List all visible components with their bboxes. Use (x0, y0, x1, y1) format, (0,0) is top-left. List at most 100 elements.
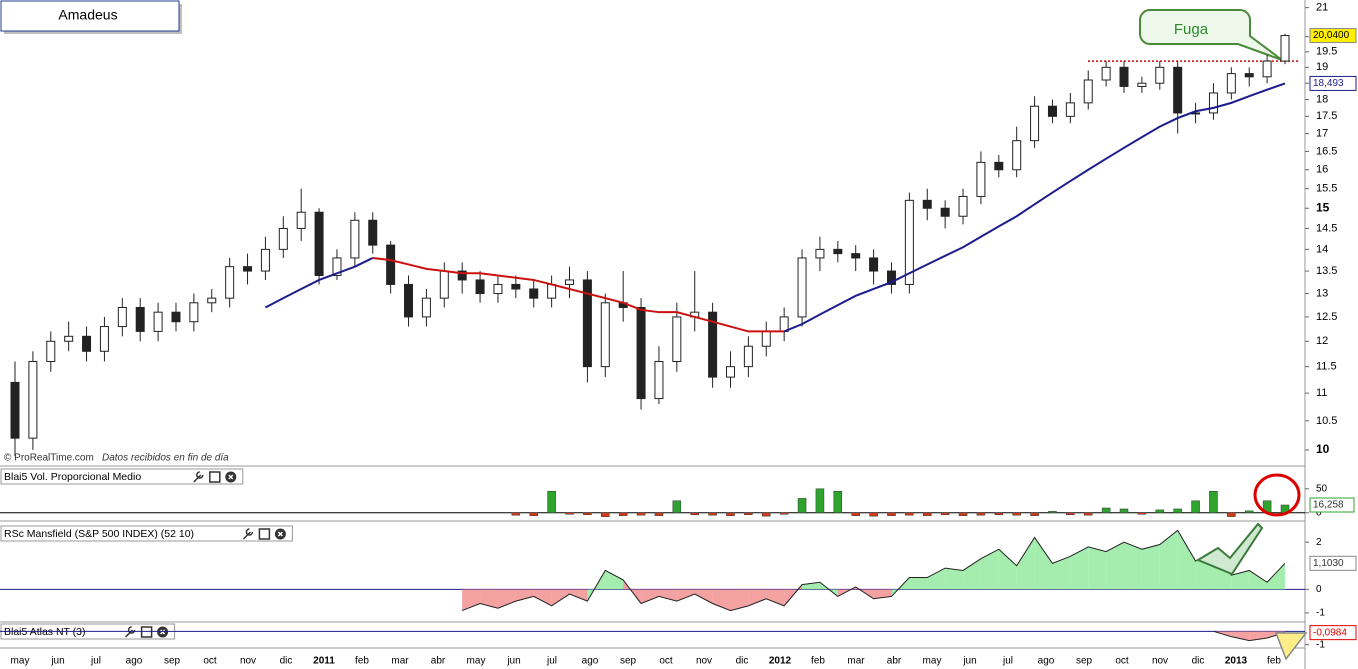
volume-bar (511, 512, 521, 516)
x-tick-label: may (923, 656, 942, 667)
value-badge (1309, 497, 1355, 513)
x-tick-label: abr (431, 656, 446, 667)
value-badge (1309, 625, 1357, 641)
area-segment (1052, 556, 1071, 590)
area-segment (1249, 570, 1268, 590)
x-tick-label: oct (1115, 656, 1129, 667)
area-segment (533, 589, 552, 606)
value-badge-label: -0,0984 (1313, 627, 1347, 638)
y-tick-label: 50 (1316, 483, 1328, 494)
y-tick-label: 14.5 (1316, 222, 1337, 234)
area-segment (569, 589, 588, 602)
x-tick-label: nov (1152, 656, 1168, 667)
volume-bar (618, 512, 628, 516)
indicator-line (1213, 630, 1286, 642)
x-tick-label: feb (355, 656, 369, 667)
candle-body (833, 248, 843, 255)
panel-header-box (0, 468, 244, 485)
candle-body (1030, 105, 1040, 142)
candle-body (386, 244, 396, 285)
candle-body (135, 306, 145, 332)
candle-body (1047, 105, 1057, 117)
y-tick-label: 0 (1316, 507, 1322, 518)
volume-bar (565, 512, 574, 515)
area-segment (1106, 542, 1125, 590)
candle-body (439, 270, 449, 299)
candle-body (1173, 66, 1183, 114)
area-segment (963, 558, 981, 590)
y-tick-label: 17.5 (1316, 110, 1337, 122)
candle-body (600, 302, 610, 368)
candle-body (493, 283, 503, 295)
candle-body (314, 211, 324, 276)
volume-bar (636, 512, 646, 516)
volume-bar (1173, 508, 1182, 514)
candle-body (368, 219, 378, 246)
candle-body (511, 283, 521, 290)
x-tick-label: 2012 (769, 656, 792, 667)
area-segment (1141, 544, 1160, 590)
volume-bar (1083, 512, 1093, 516)
candle-body (976, 161, 986, 197)
area-segment (1267, 563, 1285, 590)
area-segment (873, 589, 892, 599)
candle-body (421, 297, 431, 318)
candle-body (636, 306, 646, 400)
area-segment (1124, 542, 1142, 590)
icon-wrench (193, 471, 204, 483)
area-segment (730, 589, 749, 611)
x-tick-label: may (467, 656, 486, 667)
panel-title: RSc Mansfield (S&P 500 INDEX) (52 10) (4, 528, 194, 540)
panel-title: Blai5 Vol. Proporcional Medio (4, 471, 141, 483)
area-segment (676, 589, 695, 602)
area-segment (1231, 570, 1250, 590)
panel-borders (0, 0, 1306, 669)
y-tick-label: 19 (1316, 61, 1328, 73)
candle-body (46, 340, 56, 362)
candle-body (1137, 82, 1147, 87)
x-tick-label: 2011 (313, 656, 335, 667)
area-segment (909, 577, 928, 590)
candle-body (332, 257, 342, 276)
volume-bar (1119, 508, 1129, 514)
area-segment (945, 568, 964, 590)
candle-body (225, 266, 235, 299)
candle-body (654, 360, 664, 400)
volume-bar (976, 512, 986, 516)
candle-body (1101, 66, 1111, 81)
candle-body (761, 330, 771, 347)
candle-body (1155, 66, 1165, 84)
candle-body (28, 360, 38, 439)
highlight-circle (1253, 473, 1301, 517)
candle-body (940, 207, 950, 217)
volume-bar (1101, 507, 1111, 514)
volume-bar (1191, 500, 1200, 514)
annotation: Fuga (1174, 21, 1209, 38)
volume-bar (1030, 512, 1039, 516)
warning-triangle (1274, 632, 1308, 661)
y-tick-label: 10 (1316, 442, 1330, 456)
area-segment (641, 589, 659, 604)
candle-body (886, 270, 896, 285)
volume-bar (547, 490, 556, 514)
volume-bar (708, 512, 717, 516)
area-segment (480, 589, 498, 609)
candle-body (797, 257, 807, 318)
area-segment (497, 589, 516, 609)
candle-body (1280, 35, 1290, 62)
volume-bar (923, 512, 932, 516)
area-segment (1231, 631, 1250, 641)
volume-bar (958, 512, 968, 516)
y-tick-label: 16 (1316, 164, 1328, 176)
candle-body (260, 248, 270, 272)
area-segment (1070, 546, 1089, 590)
x-tick-label: dic (1192, 656, 1205, 667)
area-segment (998, 549, 1017, 590)
candle-body (404, 283, 414, 318)
candle-body (475, 279, 485, 295)
y-tick-label: 18 (1316, 93, 1328, 105)
footer-source: © ProRealTime.com (4, 453, 94, 464)
icon-close-x (277, 531, 283, 537)
callout: Fuga (1139, 9, 1283, 61)
volume-bar (672, 500, 682, 514)
